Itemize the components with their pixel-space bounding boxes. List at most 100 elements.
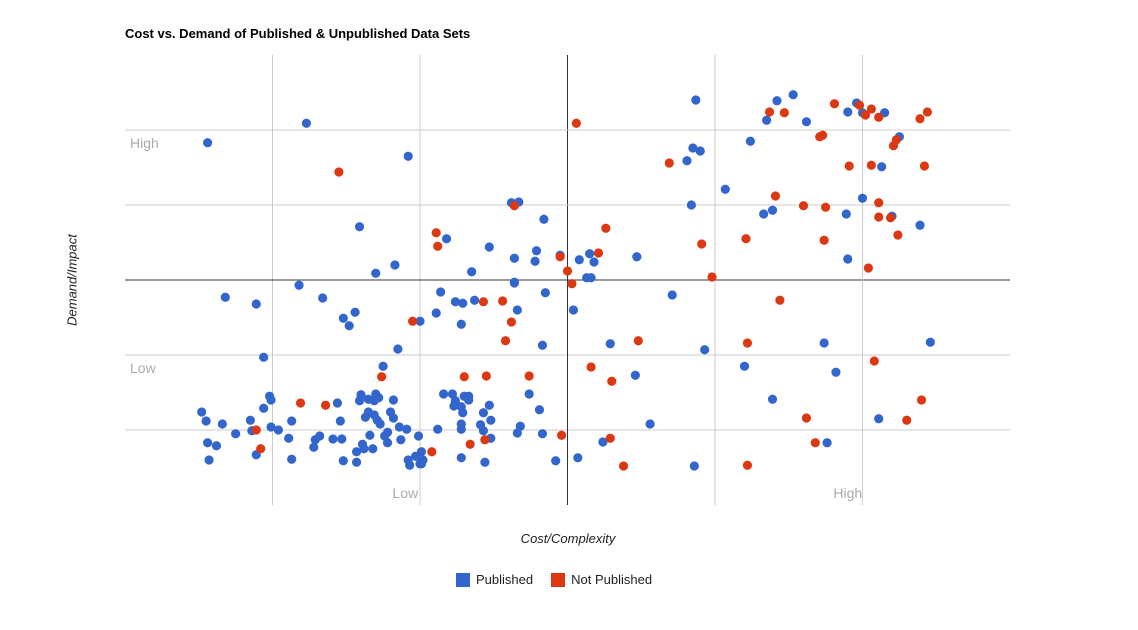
data-point[interactable] (798, 201, 809, 211)
data-point[interactable] (664, 158, 674, 168)
data-point[interactable] (915, 220, 925, 230)
data-point[interactable] (925, 337, 935, 347)
data-point[interactable] (469, 295, 480, 305)
data-point[interactable] (450, 297, 460, 307)
data-point[interactable] (689, 461, 699, 471)
data-point[interactable] (431, 308, 441, 318)
data-point[interactable] (695, 146, 705, 156)
data-point[interactable] (338, 456, 348, 466)
data-point[interactable] (667, 290, 677, 300)
data-point[interactable] (534, 405, 545, 415)
data-point[interactable] (593, 248, 604, 258)
legend-item-published[interactable]: Published (456, 572, 533, 587)
data-point[interactable] (632, 252, 642, 262)
data-point[interactable] (745, 136, 756, 146)
data-point[interactable] (388, 413, 399, 423)
data-point[interactable] (759, 209, 769, 219)
data-point[interactable] (586, 362, 596, 372)
data-point[interactable] (287, 416, 297, 426)
data-point[interactable] (338, 313, 348, 323)
data-point[interactable] (295, 398, 306, 408)
data-point[interactable] (524, 371, 534, 381)
data-point[interactable] (433, 241, 443, 251)
data-point[interactable] (819, 235, 829, 245)
data-point[interactable] (456, 319, 466, 329)
data-point[interactable] (762, 115, 772, 125)
data-point[interactable] (877, 162, 887, 172)
data-point[interactable] (874, 112, 884, 122)
data-point[interactable] (874, 414, 884, 424)
data-point[interactable] (915, 114, 925, 124)
data-point[interactable] (843, 107, 853, 117)
data-point[interactable] (217, 419, 227, 429)
data-point[interactable] (686, 200, 697, 210)
data-point[interactable] (318, 293, 328, 303)
legend-item-not-published[interactable]: Not Published (551, 572, 652, 587)
data-point[interactable] (484, 400, 494, 410)
data-point[interactable] (365, 430, 375, 440)
data-point[interactable] (540, 288, 550, 298)
data-point[interactable] (256, 444, 266, 454)
data-point[interactable] (378, 361, 388, 371)
data-point[interactable] (818, 130, 828, 140)
data-point[interactable] (390, 260, 400, 270)
data-point[interactable] (700, 345, 710, 355)
data-point[interactable] (211, 441, 222, 451)
data-point[interactable] (770, 191, 781, 201)
data-point[interactable] (465, 439, 475, 449)
data-point[interactable] (573, 453, 583, 463)
data-point[interactable] (203, 138, 213, 148)
data-point[interactable] (509, 253, 519, 263)
data-point[interactable] (486, 415, 496, 425)
data-point[interactable] (415, 316, 425, 326)
data-point[interactable] (557, 430, 567, 440)
data-point[interactable] (691, 95, 701, 105)
data-point[interactable] (415, 459, 425, 469)
data-point[interactable] (439, 389, 449, 399)
data-point[interactable] (309, 442, 319, 452)
data-point[interactable] (403, 151, 413, 161)
data-point[interactable] (512, 305, 522, 315)
data-point[interactable] (537, 429, 548, 439)
data-point[interactable] (509, 278, 519, 288)
data-point[interactable] (567, 279, 577, 289)
data-point[interactable] (874, 198, 884, 208)
data-point[interactable] (410, 451, 421, 461)
data-point[interactable] (697, 239, 707, 249)
data-point[interactable] (405, 460, 415, 470)
data-point[interactable] (393, 344, 403, 354)
data-point[interactable] (720, 184, 730, 194)
data-point[interactable] (506, 317, 517, 327)
data-point[interactable] (893, 230, 903, 240)
data-point[interactable] (368, 444, 378, 454)
data-point[interactable] (775, 295, 785, 305)
data-point[interactable] (382, 438, 393, 448)
data-point[interactable] (441, 234, 452, 244)
data-point[interactable] (351, 457, 362, 467)
data-point[interactable] (585, 249, 595, 259)
data-point[interactable] (351, 447, 362, 457)
data-point[interactable] (810, 438, 820, 448)
data-point[interactable] (530, 256, 540, 266)
data-point[interactable] (287, 454, 297, 464)
data-point[interactable] (354, 222, 365, 232)
data-point[interactable] (377, 372, 387, 382)
data-point[interactable] (739, 361, 750, 371)
data-point[interactable] (555, 252, 565, 262)
data-point[interactable] (844, 161, 854, 171)
data-point[interactable] (431, 228, 441, 238)
data-point[interactable] (537, 340, 548, 350)
data-point[interactable] (829, 99, 840, 109)
data-point[interactable] (203, 438, 213, 448)
data-point[interactable] (822, 438, 832, 448)
data-point[interactable] (869, 356, 879, 366)
data-point[interactable] (359, 444, 369, 454)
data-point[interactable] (456, 424, 466, 434)
data-point[interactable] (350, 307, 360, 317)
data-point[interactable] (467, 267, 477, 277)
data-point[interactable] (767, 205, 778, 215)
data-point[interactable] (568, 305, 579, 315)
data-point[interactable] (860, 110, 871, 120)
data-point[interactable] (204, 455, 214, 465)
data-point[interactable] (857, 193, 868, 203)
